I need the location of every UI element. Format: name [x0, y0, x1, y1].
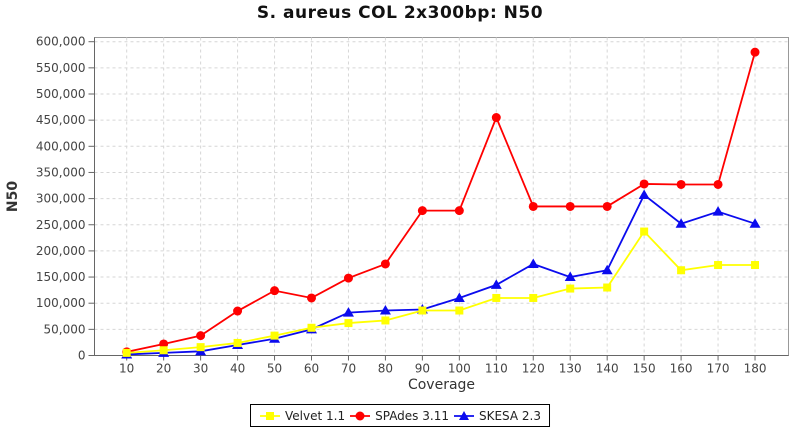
- series-line: [126, 230, 756, 354]
- data-point-triangle: [638, 189, 650, 199]
- data-point-circle: [454, 206, 464, 216]
- data-point-circle: [343, 273, 353, 283]
- data-point-square: [529, 293, 538, 302]
- data-point-circle: [307, 293, 316, 303]
- legend-label: SKESA 2.3: [478, 408, 541, 423]
- x-tick-label: 80: [378, 362, 393, 376]
- circle-marker-icon: [350, 411, 371, 420]
- data-point-triangle: [379, 305, 391, 315]
- triangle-marker-icon: [453, 410, 474, 420]
- data-point-circle: [565, 201, 575, 211]
- data-point-square: [270, 331, 279, 340]
- y-tick-label: 600,000: [36, 35, 86, 49]
- x-tick-label: 30: [193, 362, 208, 376]
- data-point-square: [122, 348, 131, 357]
- y-tick-label: 300,000: [36, 192, 86, 206]
- chart-title: S. aureus COL 2x300bp: N50: [256, 3, 544, 23]
- data-point-circle: [602, 201, 612, 211]
- data-point-square: [714, 261, 723, 270]
- x-tick-label: 170: [707, 362, 730, 376]
- x-tick-label: 120: [522, 362, 545, 376]
- data-point-square: [603, 283, 612, 292]
- y-tick-label: 150,000: [36, 270, 86, 284]
- legend-label: SPAdes 3.11: [375, 408, 449, 423]
- x-tick-label: 90: [415, 362, 430, 376]
- data-point-square: [418, 306, 427, 315]
- y-axis-title: N50: [5, 181, 21, 212]
- legend-item-velvet-1-1: Velvet 1.1: [259, 409, 345, 423]
- y-tick-label: 50,000: [44, 322, 86, 336]
- data-point-triangle: [601, 264, 613, 275]
- data-point-circle: [676, 179, 686, 189]
- data-point-triangle: [527, 258, 539, 268]
- y-tick-label: 550,000: [36, 61, 86, 75]
- data-point-square: [196, 343, 205, 352]
- data-point-circle: [417, 206, 427, 216]
- x-tick-label: 10: [119, 362, 134, 376]
- x-tick-label: 140: [596, 362, 619, 376]
- y-tick-label: 400,000: [36, 139, 86, 153]
- data-point-square: [751, 261, 760, 270]
- data-point-triangle: [749, 218, 761, 228]
- data-point-circle: [196, 331, 206, 341]
- x-tick-label: 50: [267, 362, 282, 376]
- data-point-triangle: [675, 218, 687, 228]
- data-point-triangle: [453, 292, 465, 302]
- data-point-circle: [233, 306, 243, 316]
- data-point-square: [344, 319, 353, 328]
- data-point-square: [381, 316, 390, 325]
- legend-label: Velvet 1.1: [285, 408, 346, 423]
- data-point-circle: [270, 286, 280, 296]
- data-point-triangle: [490, 279, 502, 289]
- data-point-triangle: [342, 307, 354, 317]
- y-tick-label: 250,000: [36, 218, 86, 232]
- data-point-circle: [528, 201, 538, 211]
- x-tick-label: 150: [633, 362, 656, 376]
- data-point-circle: [713, 179, 723, 189]
- y-tick-label: 500,000: [36, 87, 86, 101]
- data-point-circle: [750, 47, 760, 57]
- y-tick-label: 100,000: [36, 296, 86, 310]
- x-tick-label: 130: [559, 362, 582, 376]
- x-tick-label: 60: [304, 362, 319, 376]
- data-point-square: [455, 306, 464, 315]
- series-line: [126, 51, 756, 353]
- data-point-square: [640, 227, 649, 236]
- y-tick-label: 350,000: [36, 165, 86, 179]
- x-axis-title: Coverage: [408, 377, 475, 393]
- y-tick-label: 450,000: [36, 113, 86, 127]
- series-line: [126, 193, 756, 356]
- legend-item-skesa-2-3: SKESA 2.3: [453, 409, 541, 423]
- data-point-circle: [639, 179, 649, 189]
- data-point-circle: [159, 339, 169, 349]
- legend-item-spades-3-11: SPAdes 3.11: [349, 409, 449, 423]
- y-tick-label: 200,000: [36, 244, 86, 258]
- x-tick-label: 180: [744, 362, 767, 376]
- square-marker-icon: [260, 411, 281, 420]
- data-point-triangle: [564, 271, 576, 282]
- x-tick-label: 40: [230, 362, 245, 376]
- legend: Velvet 1.1 SPAdes 3.11 SKESA 2.3: [250, 404, 550, 427]
- data-point-square: [677, 266, 686, 275]
- data-point-square: [233, 338, 242, 347]
- data-point-square: [566, 284, 575, 293]
- data-point-square: [492, 293, 501, 302]
- x-tick-label: 70: [341, 362, 356, 376]
- data-point-circle: [380, 259, 390, 269]
- series-velvet-1-1: [122, 227, 760, 357]
- data-point-triangle: [712, 206, 724, 216]
- x-tick-label: 110: [485, 362, 508, 376]
- data-point-circle: [491, 113, 501, 123]
- plot-area: [94, 37, 789, 356]
- x-tick-label: 160: [670, 362, 693, 376]
- x-tick-label: 100: [448, 362, 471, 376]
- data-point-square: [307, 323, 316, 332]
- data-point-square: [159, 346, 168, 355]
- x-tick-label: 20: [156, 362, 171, 376]
- y-tick-label: 0: [78, 349, 86, 363]
